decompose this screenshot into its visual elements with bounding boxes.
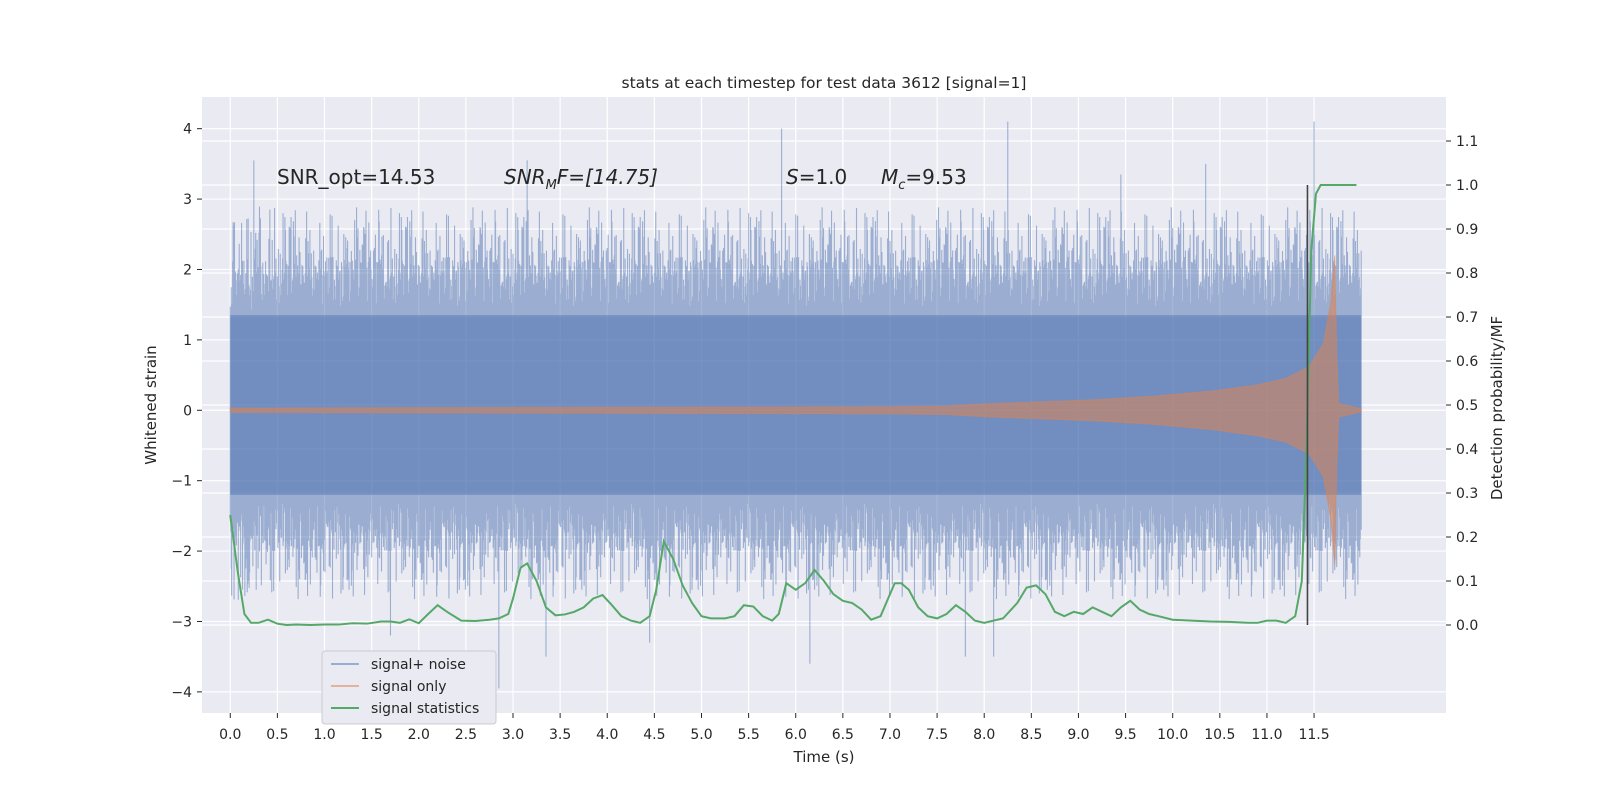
y-right-tick-label: 0.5: [1456, 398, 1478, 414]
x-tick-label: 8.5: [1020, 727, 1042, 743]
x-tick-label: 9.5: [1114, 727, 1136, 743]
y-right-tick-label: 0.2: [1456, 530, 1478, 546]
y-right-tick-label: 0.0: [1456, 618, 1478, 634]
x-ticks: 0.0 0.5 1.0 1.5 2.0 2.5 3.0 3.5 4.0 4.5 5.0 5.5 6.0 6…: [219, 713, 1330, 743]
x-tick-label: 0.0: [219, 727, 241, 743]
signal-statistics-series: [229, 184, 1357, 627]
x-tick-label: 0.5: [266, 727, 288, 743]
y-right-tick-label: 0.8: [1456, 266, 1478, 282]
x-tick-label: 10.0: [1157, 727, 1188, 743]
x-tick-label: 5.0: [690, 727, 712, 743]
legend: signal+ noise signal only signal statist…: [321, 650, 497, 725]
y-right-tick-label: 0.7: [1456, 310, 1478, 326]
legend-label-signal-noise: signal+ noise: [371, 657, 466, 673]
y-right-tick-label: 0.3: [1456, 486, 1478, 502]
y-tick-label: 0: [183, 403, 192, 419]
x-tick-label: 3.0: [502, 727, 524, 743]
y-tick-label: 3: [183, 192, 192, 208]
x-tick-label: 8.0: [973, 727, 995, 743]
x-tick-label: 9.0: [1067, 727, 1089, 743]
y-tick-label: 1: [183, 333, 192, 349]
y-tick-label: −4: [171, 685, 192, 701]
signal-statistics-line: [229, 184, 1357, 627]
y-tick-label: −2: [171, 544, 192, 560]
y-right-tick-label: 0.4: [1456, 442, 1478, 458]
y-right-tick-label: 0.9: [1456, 222, 1478, 238]
x-tick-label: 11.5: [1298, 727, 1329, 743]
annotation-snr-opt: SNR_opt=14.53: [277, 165, 435, 189]
x-tick-label: 6.5: [832, 727, 854, 743]
x-tick-label: 2.5: [455, 727, 477, 743]
y-ticks-left: −4 −3 −2 −1 0 1 2 3 4: [171, 122, 202, 701]
y-tick-label: −3: [171, 614, 192, 630]
x-tick-label: 10.5: [1204, 727, 1235, 743]
y-right-tick-label: 0.6: [1456, 354, 1478, 370]
x-tick-label: 4.0: [596, 727, 618, 743]
x-tick-label: 7.5: [926, 727, 948, 743]
chart-title: stats at each timestep for test data 361…: [622, 74, 1027, 92]
annotation-s: S=1.0: [786, 165, 847, 189]
x-tick-label: 6.0: [785, 727, 807, 743]
y-axis-label-left: Whitened strain: [142, 345, 160, 464]
x-tick-label: 1.5: [361, 727, 383, 743]
y-right-tick-label: 1.0: [1456, 178, 1478, 194]
y-right-tick-label: 0.1: [1456, 574, 1478, 590]
y-right-tick-label: 1.1: [1456, 134, 1478, 150]
signal-only-envelope: [229, 255, 1362, 566]
y-axis-label-right: Detection probability/MF: [1488, 316, 1506, 500]
annotation-snr-mf: SNRMF=[14.75]: [504, 165, 658, 193]
x-tick-label: 3.5: [549, 727, 571, 743]
legend-box: [321, 650, 497, 725]
x-axis-label: Time (s): [793, 748, 855, 766]
annotation-mc: Mc=9.53: [881, 165, 967, 193]
x-tick-label: 5.5: [737, 727, 759, 743]
y-ticks-right: 0.0 0.1 0.2 0.3 0.4 0.5 0.6 0.7 0.8 0.9 1.0 1.1: [1446, 134, 1478, 634]
signal-only-series: [229, 255, 1362, 566]
x-tick-label: 7.0: [879, 727, 901, 743]
y-tick-label: 4: [183, 122, 192, 138]
x-tick-label: 11.0: [1251, 727, 1282, 743]
legend-label-signal-statistics: signal statistics: [371, 701, 479, 717]
legend-label-signal-only: signal only: [371, 679, 446, 695]
x-tick-label: 2.0: [408, 727, 430, 743]
y-tick-label: −1: [171, 474, 192, 490]
x-tick-label: 4.5: [643, 727, 665, 743]
x-tick-label: 1.0: [313, 727, 335, 743]
y-tick-label: 2: [183, 262, 192, 278]
